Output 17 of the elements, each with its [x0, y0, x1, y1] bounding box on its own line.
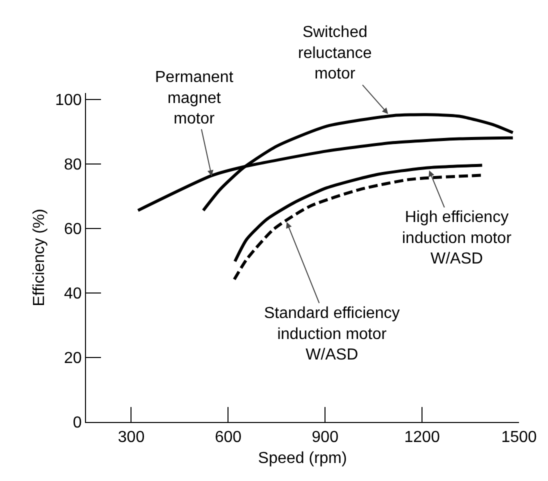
y-tick-label: 20	[64, 350, 82, 368]
y-tick-label: 100	[55, 92, 82, 110]
y-tick-label: 0	[72, 414, 82, 432]
x-tick-label: 900	[312, 429, 339, 446]
y-tick-label: 40	[64, 286, 82, 303]
y-tick-label: 60	[64, 221, 82, 238]
annotation: Standard efficiency induction motor W/ASD	[264, 305, 400, 364]
annotation: Switched reluctance motor	[298, 24, 372, 83]
x-axis-title: Speed (rpm)	[258, 450, 347, 467]
x-tick-label: 1200	[404, 429, 440, 446]
x-tick-label: 600	[214, 429, 242, 446]
annotation: High efficiency induction motor W/ASD	[402, 209, 512, 268]
x-tick-label: 300	[118, 429, 145, 446]
x-tick-label: 1500	[501, 429, 537, 446]
annotation: Permanent magnet motor	[155, 69, 234, 128]
y-tick-label: 80	[64, 156, 82, 174]
y-axis-title: Efficiency (%)	[30, 208, 48, 306]
